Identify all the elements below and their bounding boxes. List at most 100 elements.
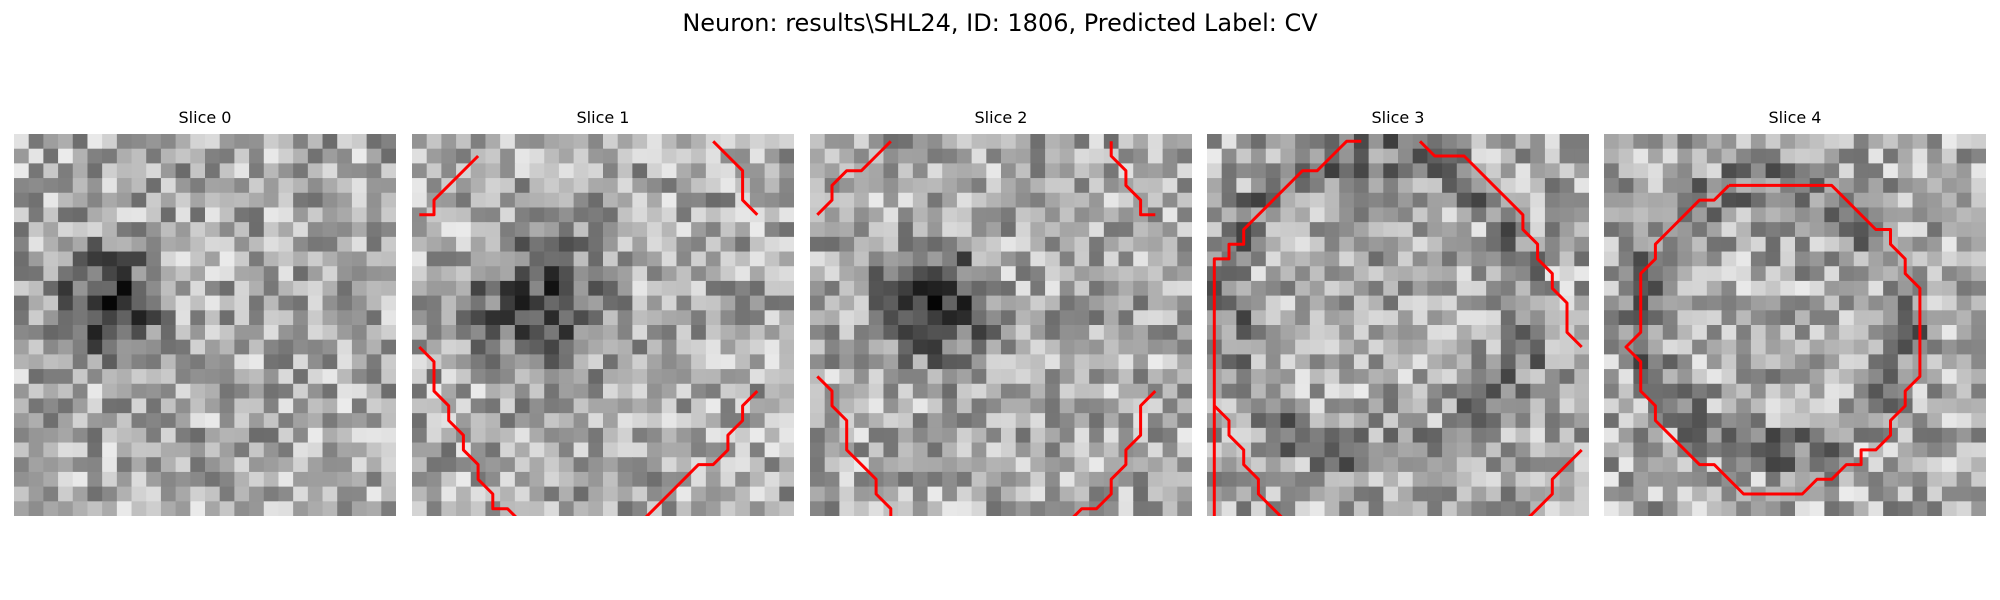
pixel-block: [234, 266, 249, 281]
pixel-block: [1722, 384, 1737, 399]
pixel-block: [1751, 443, 1766, 458]
pixel-block: [132, 134, 147, 149]
pixel-block: [972, 325, 987, 340]
pixel-block: [205, 413, 220, 428]
pixel-block: [1354, 369, 1369, 384]
pixel-block: [1898, 163, 1913, 178]
pixel-block: [234, 207, 249, 222]
pixel-block: [1369, 501, 1384, 516]
pixel-block: [1295, 428, 1310, 443]
pixel-block: [603, 281, 618, 296]
pixel-block: [176, 237, 191, 252]
pixel-block: [632, 325, 647, 340]
pixel-block: [662, 266, 677, 281]
pixel-block: [647, 178, 662, 193]
pixel-block: [765, 149, 780, 164]
pixel-block: [1398, 310, 1413, 325]
pixel-block: [176, 193, 191, 208]
pixel-block: [530, 237, 545, 252]
pixel-block: [603, 487, 618, 502]
pixel-block: [381, 457, 396, 472]
pixel-block: [1736, 472, 1751, 487]
pixel-block: [618, 384, 633, 399]
pixel-block: [87, 134, 102, 149]
pixel-block: [1119, 252, 1134, 267]
pixel-block: [1604, 398, 1619, 413]
pixel-block: [456, 266, 471, 281]
pixel-block: [1883, 398, 1898, 413]
pixel-block: [264, 428, 279, 443]
pixel-block: [1413, 384, 1428, 399]
pixel-block: [574, 222, 589, 237]
pixel-block: [1354, 237, 1369, 252]
pixel-block: [1560, 222, 1575, 237]
pixel-block: [825, 222, 840, 237]
pixel-block: [1325, 413, 1340, 428]
pixel-block: [574, 487, 589, 502]
pixel-block: [972, 501, 987, 516]
pixel-block: [1016, 340, 1031, 355]
pixel-block: [1104, 296, 1119, 311]
pixel-block: [1457, 384, 1472, 399]
pixel-block: [1413, 149, 1428, 164]
pixel-block: [1663, 296, 1678, 311]
pixel-block: [117, 501, 132, 516]
pixel-block: [559, 266, 574, 281]
pixel-block: [530, 384, 545, 399]
pixel-block: [1471, 296, 1486, 311]
pixel-block: [117, 472, 132, 487]
pixel-block: [1471, 178, 1486, 193]
pixel-block: [249, 384, 264, 399]
pixel-block: [928, 266, 943, 281]
pixel-block: [58, 443, 73, 458]
pixel-block: [574, 413, 589, 428]
pixel-block: [1074, 237, 1089, 252]
pixel-block: [1413, 266, 1428, 281]
pixel-block: [1957, 398, 1972, 413]
pixel-block: [427, 252, 442, 267]
pixel-block: [603, 413, 618, 428]
pixel-block: [1457, 207, 1472, 222]
pixel-block: [515, 501, 530, 516]
pixel-block: [1295, 207, 1310, 222]
pixel-block: [102, 296, 117, 311]
pixel-block: [1207, 237, 1222, 252]
pixel-block: [1236, 178, 1251, 193]
pixel-block: [735, 457, 750, 472]
pixel-block: [1971, 149, 1986, 164]
pixel-block: [190, 413, 205, 428]
pixel-block: [1177, 149, 1192, 164]
pixel-block: [146, 457, 161, 472]
pixel-block: [530, 354, 545, 369]
pixel-block: [500, 193, 515, 208]
pixel-block: [1751, 472, 1766, 487]
pixel-block: [500, 266, 515, 281]
pixel-block: [352, 428, 367, 443]
pixel-block: [1692, 472, 1707, 487]
slice-image: [14, 134, 396, 516]
pixel-block: [190, 501, 205, 516]
pixel-block: [427, 296, 442, 311]
pixel-block: [1677, 457, 1692, 472]
pixel-block: [1633, 340, 1648, 355]
pixel-block: [1854, 428, 1869, 443]
pixel-block: [1530, 354, 1545, 369]
pixel-block: [676, 266, 691, 281]
pixel-block: [869, 413, 884, 428]
pixel-block: [1795, 252, 1810, 267]
pixel-block: [825, 340, 840, 355]
pixel-block: [1677, 384, 1692, 399]
pixel-block: [676, 178, 691, 193]
pixel-block: [1560, 163, 1575, 178]
pixel-block: [1074, 325, 1089, 340]
pixel-block: [102, 237, 117, 252]
pixel-block: [735, 487, 750, 502]
pixel-block: [1266, 296, 1281, 311]
pixel-block: [1868, 472, 1883, 487]
pixel-block: [323, 163, 338, 178]
pixel-block: [1957, 457, 1972, 472]
pixel-block: [1707, 296, 1722, 311]
pixel-block: [913, 296, 928, 311]
pixel-block: [1707, 222, 1722, 237]
pixel-block: [1089, 413, 1104, 428]
